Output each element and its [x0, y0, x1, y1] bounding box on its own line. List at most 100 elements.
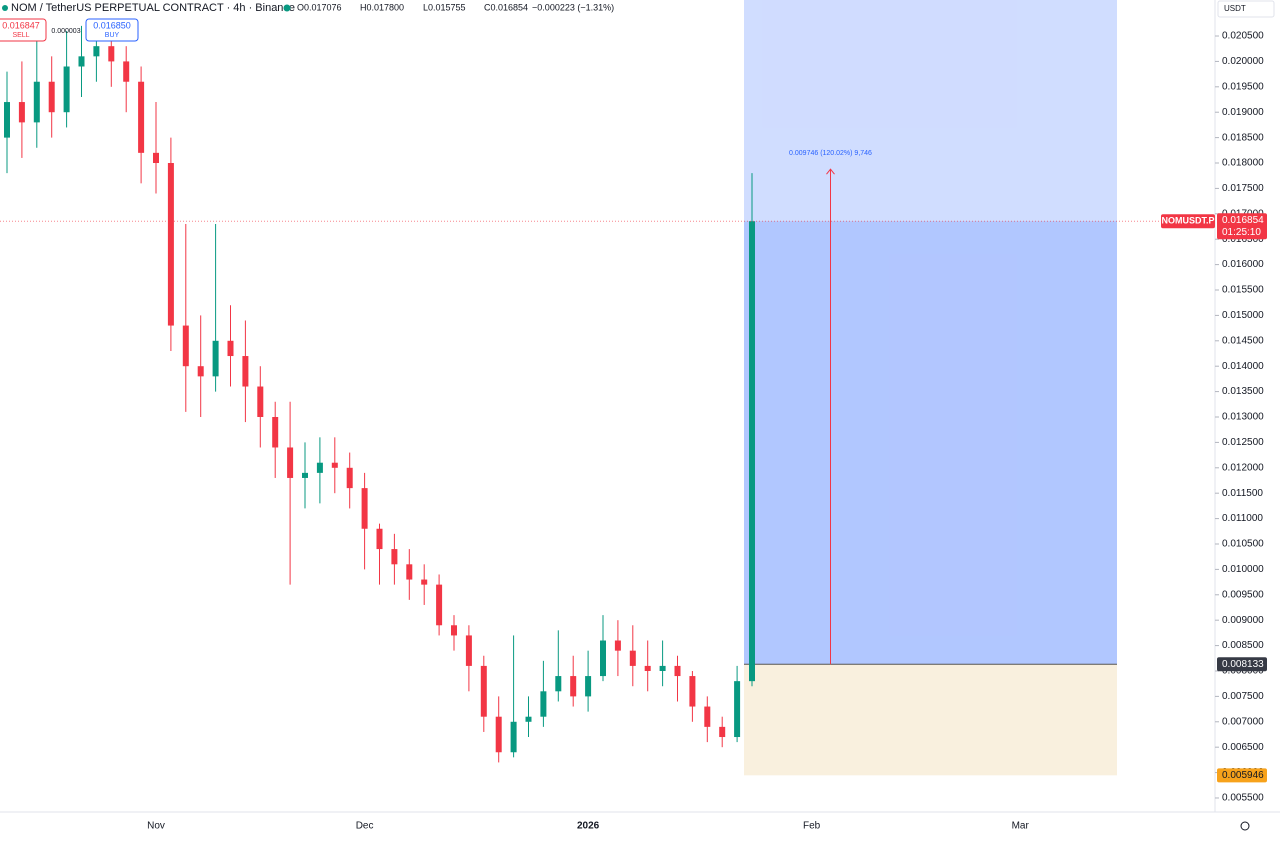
- market-dot: [283, 4, 291, 12]
- currency-button[interactable]: [1217, 0, 1275, 18]
- candle-body: [167, 163, 174, 326]
- ohlc-high: H0.017800: [360, 2, 404, 12]
- candle-body: [600, 640, 606, 677]
- candle-body: [704, 706, 711, 727]
- target-zone: [744, 0, 1117, 665]
- stop-zone: [744, 664, 1117, 776]
- candle-body: [287, 447, 294, 478]
- candle-body: [525, 716, 532, 722]
- candle-body: [376, 528, 383, 550]
- candle-body: [421, 579, 428, 585]
- stop-label: 0.005946: [1222, 770, 1264, 781]
- stop-tag: [1217, 768, 1267, 783]
- candle-body: [227, 340, 234, 357]
- y-tick-label: 0.012000: [1222, 462, 1264, 473]
- candle-body: [316, 462, 323, 473]
- candle-body: [4, 102, 10, 138]
- measure-label: 0.009746 (120.02%) 9,746: [789, 150, 872, 157]
- entry-tag: [1217, 657, 1267, 672]
- candle-body: [674, 665, 681, 677]
- candle-body: [361, 488, 368, 529]
- candle-body: [212, 340, 219, 377]
- candle-body: [585, 676, 592, 697]
- last-price-tag: [1217, 213, 1267, 240]
- candle-body: [257, 386, 264, 417]
- candle-body: [33, 81, 40, 123]
- candle-body: [510, 721, 517, 753]
- candle-body: [406, 564, 413, 580]
- y-tick-label: 0.020500: [1222, 31, 1264, 42]
- candle-body: [182, 325, 189, 367]
- spread: 0.000003: [51, 28, 80, 35]
- status-dot: [2, 5, 8, 11]
- y-tick-label: 0.016000: [1222, 259, 1264, 270]
- candle-body: [391, 549, 398, 565]
- y-tick-label: 0.012500: [1222, 437, 1264, 448]
- y-tick-label: 0.006500: [1222, 742, 1264, 753]
- y-tick-label: 0.014000: [1222, 361, 1264, 372]
- sell-button[interactable]: [0, 18, 47, 42]
- candle-body: [138, 81, 145, 153]
- candle-body: [78, 56, 85, 67]
- x-tick-label: Nov: [147, 821, 165, 832]
- y-tick-label: 0.010500: [1222, 539, 1264, 550]
- candle-body: [63, 66, 70, 113]
- candle-body: [436, 584, 443, 626]
- entry-label: 0.008133: [1222, 659, 1264, 670]
- candle-body: [123, 61, 130, 82]
- y-tick-label: 0.015000: [1222, 310, 1264, 321]
- ohlc-close: C0.016854: [484, 2, 528, 12]
- plot: 0.009746 (120.02%) 9,746: [0, 0, 1219, 799]
- x-tick-label: Dec: [356, 821, 374, 832]
- candle-body: [570, 676, 577, 697]
- y-tick-label: 0.009000: [1222, 615, 1264, 626]
- candle-body: [555, 676, 562, 692]
- buy-price: 0.016850: [93, 20, 131, 30]
- buy-button[interactable]: [85, 18, 139, 42]
- y-tick-label: 0.007000: [1222, 716, 1264, 727]
- candle-body: [644, 665, 651, 671]
- candle-body: [242, 356, 249, 387]
- y-tick-label: 0.005500: [1222, 793, 1264, 804]
- candle-body: [629, 650, 636, 666]
- currency: USDT: [1224, 4, 1246, 13]
- candle-body: [659, 665, 666, 671]
- candle-body: [451, 625, 457, 636]
- symbol-tag-text: NOMUSDT.P: [1161, 216, 1214, 226]
- ohlc-open: O0.017076: [297, 2, 342, 12]
- y-tick-label: 0.014500: [1222, 335, 1264, 346]
- candle-body: [734, 681, 741, 738]
- settings-icon[interactable]: [1240, 821, 1250, 831]
- sell-label: SELL: [12, 32, 29, 39]
- candle-body: [93, 46, 100, 57]
- candle-body: [272, 416, 279, 448]
- x-tick-label: Feb: [803, 821, 821, 832]
- y-tick-label: 0.010000: [1222, 564, 1264, 575]
- y-tick-label: 0.009500: [1222, 589, 1264, 600]
- symbol-title: NOM / TetherUS PERPETUAL CONTRACT · 4h ·…: [11, 2, 295, 14]
- x-tick-label: 2026: [577, 821, 600, 832]
- candle-body: [302, 472, 308, 478]
- symbol-tag: [1161, 214, 1215, 229]
- y-tick-label: 0.018000: [1222, 158, 1264, 169]
- candle-body: [614, 640, 621, 651]
- y-tick-label: 0.020000: [1222, 56, 1264, 67]
- candle-body: [153, 152, 159, 164]
- y-tick-label: 0.017500: [1222, 183, 1264, 194]
- countdown: 01:25:10: [1222, 227, 1261, 238]
- candle-body: [540, 691, 547, 717]
- candle-body: [346, 467, 353, 489]
- y-tick-label: 0.013000: [1222, 412, 1264, 423]
- candle-body: [18, 102, 25, 123]
- y-tick-label: 0.019000: [1222, 107, 1264, 118]
- last-price-label: 0.016854: [1222, 215, 1264, 226]
- y-tick-label: 0.015500: [1222, 285, 1264, 296]
- y-tick-label: 0.008500: [1222, 640, 1264, 651]
- y-tick-label: 0.011000: [1222, 513, 1263, 524]
- candle-body: [108, 46, 115, 62]
- y-tick-label: 0.011500: [1222, 488, 1263, 499]
- candle-body: [749, 221, 755, 682]
- ohlc-change: −0.000223 (−1.31%): [532, 2, 614, 12]
